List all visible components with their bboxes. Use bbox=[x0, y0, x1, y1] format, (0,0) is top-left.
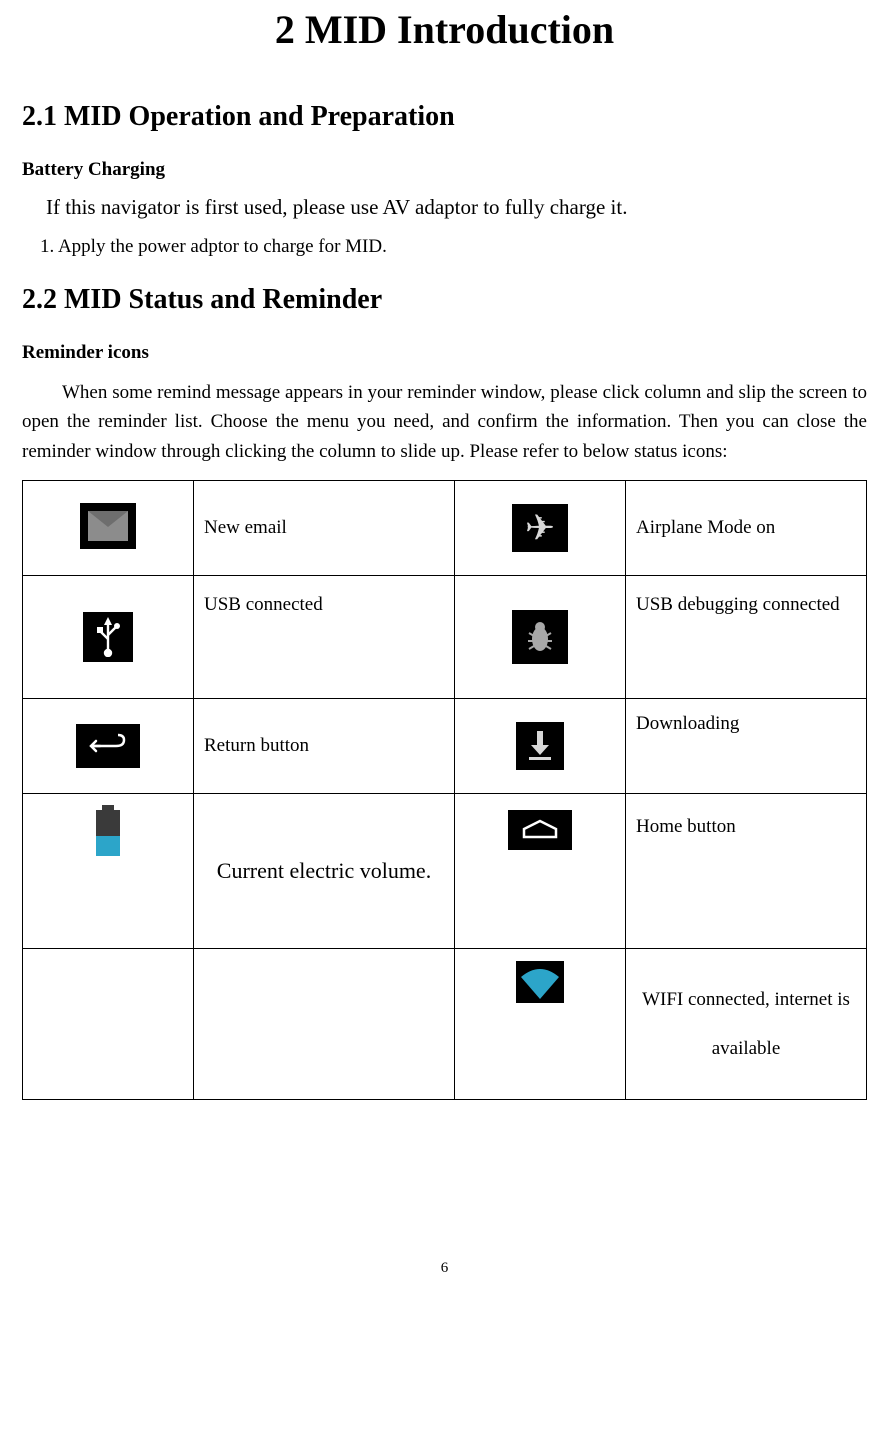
usb-debug-icon bbox=[512, 610, 568, 664]
wifi-icon bbox=[516, 961, 564, 1003]
page-title: 2 MID Introduction bbox=[22, 6, 867, 53]
table-row: Current electric volume. Home button bbox=[23, 794, 867, 949]
reminder-paragraph: When some remind message appears in your… bbox=[22, 378, 867, 466]
icon-label: Airplane Mode on bbox=[626, 481, 867, 576]
airplane-mode-icon: ✈ bbox=[512, 504, 568, 552]
reminder-icons-heading: Reminder icons bbox=[22, 342, 867, 364]
icon-label-empty bbox=[194, 949, 455, 1100]
icon-cell bbox=[23, 481, 194, 576]
charging-instruction-1: If this navigator is first used, please … bbox=[22, 195, 867, 220]
downloading-icon bbox=[516, 722, 564, 770]
table-row: USB connected USB debugging connecte bbox=[23, 576, 867, 699]
icon-label: Home button bbox=[626, 794, 867, 949]
icon-cell: ✈ bbox=[455, 481, 626, 576]
icon-label: New email bbox=[194, 481, 455, 576]
charging-instruction-2: 1. Apply the power adptor to charge for … bbox=[22, 236, 867, 258]
icon-cell bbox=[23, 794, 194, 949]
icon-cell bbox=[23, 699, 194, 794]
home-icon bbox=[508, 810, 572, 850]
icon-label: USB connected bbox=[194, 576, 455, 699]
battery-icon bbox=[96, 810, 120, 856]
icon-label: WIFI connected, internet is available bbox=[626, 949, 867, 1100]
icon-cell-empty bbox=[23, 949, 194, 1100]
table-row: New email ✈ Airplane Mode on bbox=[23, 481, 867, 576]
icon-cell bbox=[455, 699, 626, 794]
table-row: WIFI connected, internet is available bbox=[23, 949, 867, 1100]
icon-label: Current electric volume. bbox=[194, 794, 455, 949]
section-2-2-heading: 2.2 MID Status and Reminder bbox=[22, 284, 867, 316]
new-email-icon bbox=[80, 503, 136, 549]
page-number: 6 bbox=[22, 1260, 867, 1297]
usb-connected-icon bbox=[83, 612, 133, 662]
battery-charging-heading: Battery Charging bbox=[22, 159, 867, 181]
icon-cell bbox=[455, 576, 626, 699]
icon-cell bbox=[23, 576, 194, 699]
table-row: Return button Downloading bbox=[23, 699, 867, 794]
icon-cell bbox=[455, 794, 626, 949]
icon-label: Return button bbox=[194, 699, 455, 794]
icon-label: Downloading bbox=[626, 699, 867, 794]
return-icon bbox=[76, 724, 140, 768]
section-2-1-heading: 2.1 MID Operation and Preparation bbox=[22, 101, 867, 133]
status-icons-table: New email ✈ Airplane Mode on USB conn bbox=[22, 480, 867, 1100]
icon-label: USB debugging connected bbox=[626, 576, 867, 699]
icon-cell bbox=[455, 949, 626, 1100]
